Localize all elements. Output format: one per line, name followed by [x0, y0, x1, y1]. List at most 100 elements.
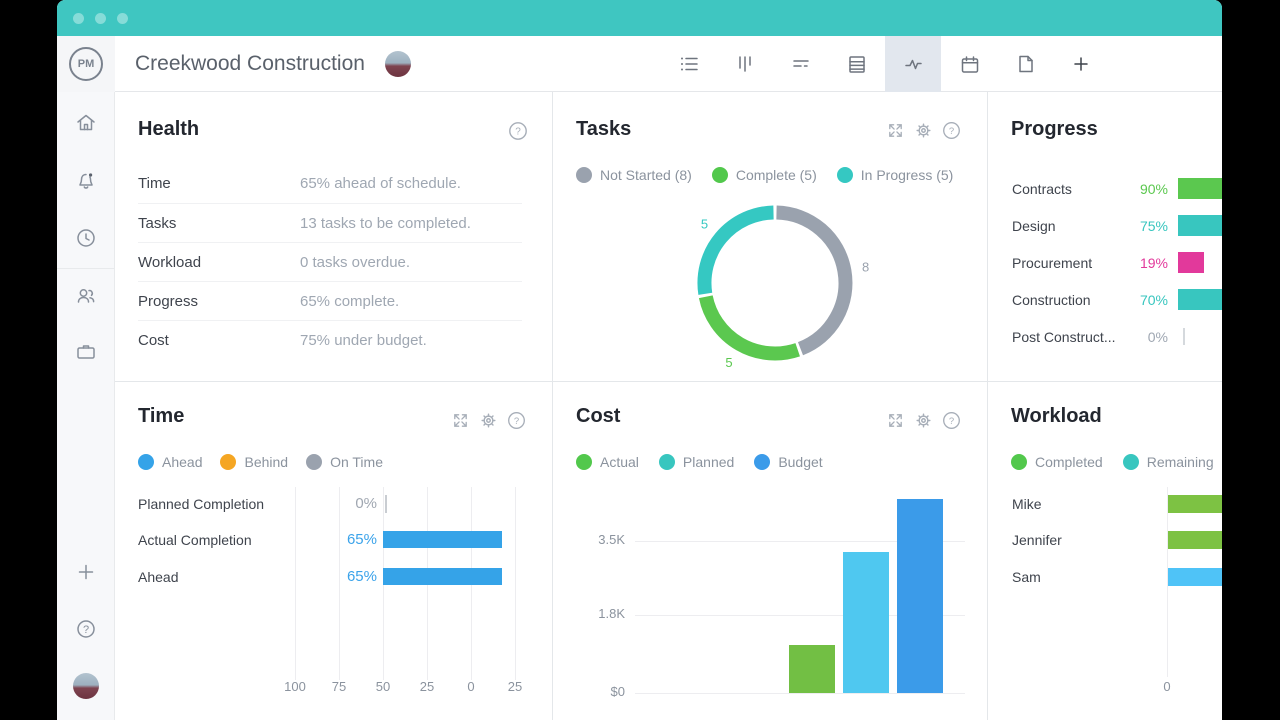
- health-row-value: 75% under budget.: [300, 331, 427, 349]
- window-control-dot[interactable]: [117, 13, 128, 24]
- window-control-dot[interactable]: [73, 13, 84, 24]
- sidebar-item-home[interactable]: [74, 111, 98, 135]
- gridline: [295, 487, 296, 680]
- legend-dot: [306, 454, 323, 470]
- clock-icon: [77, 229, 95, 247]
- expand-icon: [889, 414, 902, 427]
- legend-label: Ahead: [162, 454, 203, 470]
- sidebar-item-recent[interactable]: [74, 226, 98, 250]
- tab-list-view[interactable]: [661, 36, 717, 92]
- plus-icon: [1074, 57, 1088, 71]
- tab-dashboard-view[interactable]: [885, 36, 941, 92]
- legend-item[interactable]: Complete (5): [711, 167, 817, 183]
- legend-label: Completed: [1035, 454, 1103, 470]
- expand-button[interactable]: [886, 121, 905, 145]
- progress-bar: [1178, 289, 1222, 310]
- project-owner-avatar[interactable]: [384, 51, 411, 77]
- legend-item[interactable]: Remaining: [1122, 454, 1214, 470]
- legend-item[interactable]: In Progress (5): [836, 167, 953, 183]
- settings-button[interactable]: [914, 121, 933, 145]
- health-row-value: 65% ahead of schedule.: [300, 175, 461, 192]
- time-zero-tick: [385, 495, 387, 513]
- app-window: PM Creekwood Construction: [57, 0, 1222, 720]
- health-row-value: 0 tasks overdue.: [300, 253, 411, 271]
- user-avatar[interactable]: [73, 673, 99, 699]
- x-axis-label: 0: [467, 679, 475, 694]
- panel-title: Progress: [1011, 118, 1098, 140]
- cost-bar: [897, 499, 943, 693]
- time-value: 65%: [346, 568, 377, 585]
- app-header: PM Creekwood Construction: [57, 36, 1222, 92]
- svg-text:?: ?: [949, 126, 954, 137]
- tab-calendar-view[interactable]: [941, 36, 997, 92]
- tab-sheet-view[interactable]: [829, 36, 885, 92]
- legend-item[interactable]: Budget: [754, 454, 823, 470]
- settings-button[interactable]: [479, 411, 498, 435]
- donut-segment: [698, 295, 800, 361]
- expand-button[interactable]: [886, 411, 905, 435]
- gridline: [635, 693, 965, 694]
- bell-icon: [79, 173, 93, 189]
- sidebar-add-button[interactable]: [74, 560, 98, 584]
- tab-gantt-view[interactable]: [773, 36, 829, 92]
- sidebar-item-notifications[interactable]: [74, 169, 98, 193]
- settings-button[interactable]: [914, 411, 933, 435]
- help-button[interactable]: ?: [942, 411, 961, 435]
- panel-time: Time: [115, 382, 553, 720]
- legend-item[interactable]: Actual: [576, 454, 639, 470]
- tab-page-view[interactable]: [997, 36, 1053, 92]
- dashboard-pulse-icon: [905, 59, 922, 70]
- legend-item[interactable]: Planned: [658, 454, 734, 470]
- panel-cost: Cost: [553, 382, 988, 720]
- progress-row-label: Design: [1012, 217, 1056, 234]
- help-button[interactable]: ?: [942, 121, 961, 145]
- sidebar-item-team[interactable]: [74, 284, 98, 308]
- progress-bar: [1178, 252, 1204, 273]
- gear-icon: [916, 123, 931, 138]
- gantt-icon: [793, 60, 809, 67]
- progress-value: 0%: [1147, 328, 1168, 345]
- view-toolbar: [661, 36, 1109, 92]
- add-view-button[interactable]: [1053, 36, 1109, 92]
- gridline: [1167, 487, 1168, 677]
- legend-label: Budget: [778, 454, 823, 470]
- sidebar-item-projects[interactable]: [74, 340, 98, 364]
- panel-title: Tasks: [576, 118, 632, 140]
- panel-title: Workload: [1011, 405, 1102, 427]
- legend-item[interactable]: Completed: [1011, 454, 1103, 470]
- legend-label: Not Started (8): [600, 167, 692, 183]
- time-bar: [383, 531, 502, 548]
- legend-dot: [220, 454, 237, 470]
- tab-board-view[interactable]: [717, 36, 773, 92]
- x-axis-label: 25: [419, 679, 435, 694]
- expand-button[interactable]: [451, 411, 470, 435]
- donut-segment-label: 5: [701, 216, 708, 231]
- health-row: Cost 75% under budget.: [138, 320, 522, 359]
- health-row-value: 13 tasks to be completed.: [300, 214, 471, 232]
- health-row: Progress 65% complete.: [138, 281, 522, 320]
- progress-value: 75%: [1139, 217, 1168, 234]
- sidebar-help-button[interactable]: ?: [74, 617, 98, 641]
- legend-item[interactable]: On Time: [306, 454, 383, 470]
- legend-item[interactable]: Not Started (8): [576, 167, 692, 183]
- gridline: [635, 615, 965, 616]
- legend-dot: [836, 167, 853, 183]
- list-icon: [681, 57, 698, 71]
- health-row-label: Workload: [138, 253, 202, 271]
- health-rows: Time 65% ahead of schedule. Tasks 13 tas…: [138, 164, 522, 359]
- help-button[interactable]: ?: [508, 121, 528, 146]
- tasks-legend: Not Started (8) Complete (5) In Progress…: [576, 167, 953, 183]
- legend-item[interactable]: Behind: [220, 454, 288, 470]
- window-control-dot[interactable]: [95, 13, 106, 24]
- workload-row-label: Mike: [1012, 496, 1042, 512]
- legend-dot: [1011, 454, 1027, 470]
- progress-row-label: Post Construct...: [1012, 328, 1116, 345]
- health-row-value: 65% complete.: [300, 292, 400, 310]
- help-button[interactable]: ?: [507, 411, 526, 435]
- pm-logo[interactable]: PM: [69, 47, 103, 81]
- legend-item[interactable]: Ahead: [138, 454, 202, 470]
- legend-dot: [711, 167, 728, 183]
- workload-bar: [1167, 531, 1222, 549]
- progress-value: 70%: [1139, 291, 1168, 308]
